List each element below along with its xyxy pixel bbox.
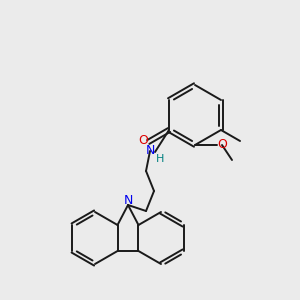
Text: O: O xyxy=(138,134,148,148)
Text: N: N xyxy=(145,145,155,158)
Text: O: O xyxy=(217,139,227,152)
Text: N: N xyxy=(123,194,133,206)
Text: H: H xyxy=(156,154,164,164)
